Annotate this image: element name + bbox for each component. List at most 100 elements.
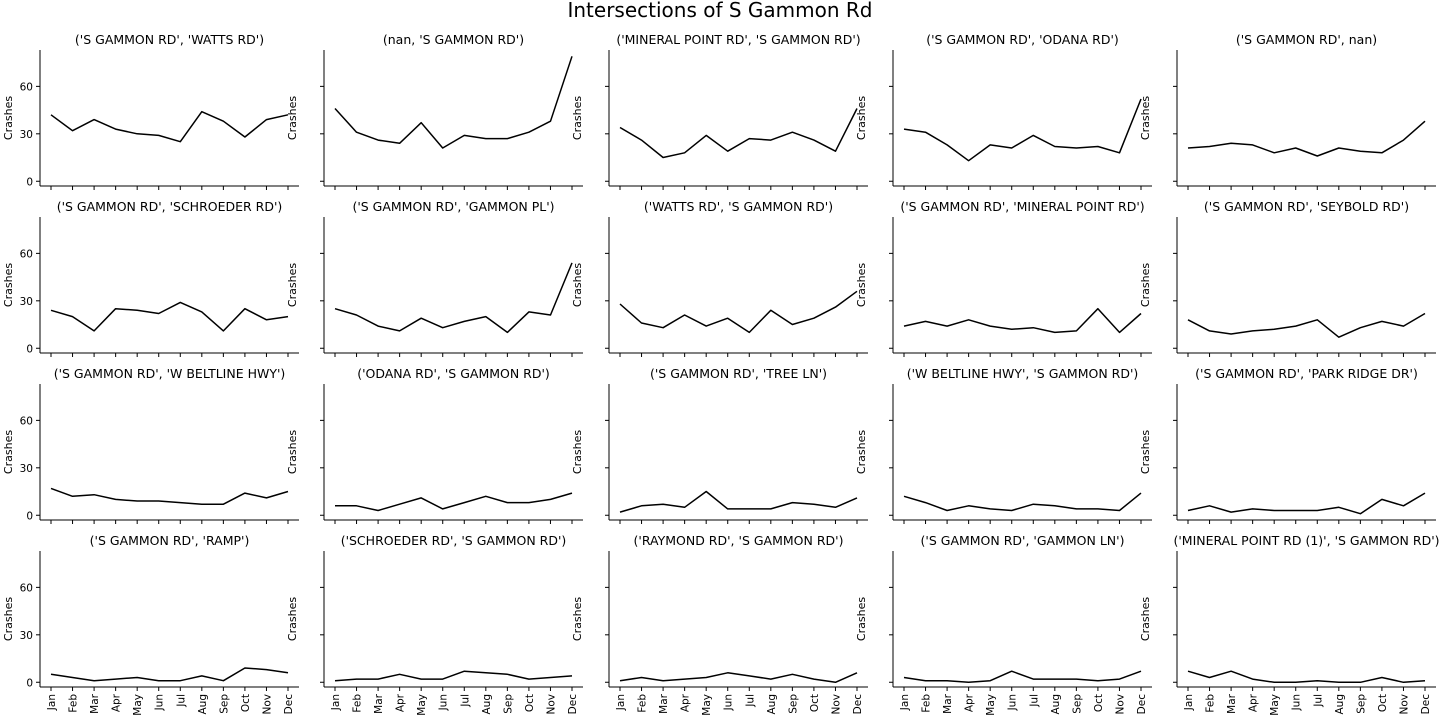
series-line bbox=[619, 672, 858, 684]
x-tick-label: Dec bbox=[852, 694, 864, 715]
series-line bbox=[1187, 492, 1426, 515]
y-axis-label: Crashes bbox=[2, 597, 15, 641]
series-line bbox=[1187, 120, 1426, 157]
panel-title: ('S GAMMON RD', 'GAMMON LN') bbox=[921, 533, 1125, 548]
y-axis-label: Crashes bbox=[1139, 597, 1152, 641]
panel-title: ('SCHROEDER RD', 'S GAMMON RD') bbox=[341, 533, 567, 548]
series-line bbox=[903, 492, 1142, 512]
series-line bbox=[334, 262, 573, 334]
x-tick-label: Mar bbox=[89, 693, 101, 713]
y-axis-label: Crashes bbox=[286, 263, 299, 307]
x-tick-label: May bbox=[985, 694, 997, 716]
y-axis-label: Crashes bbox=[1139, 430, 1152, 474]
y-tick-label: 30 bbox=[20, 129, 33, 141]
panel-title: ('WATTS RD', 'S GAMMON RD') bbox=[644, 199, 833, 214]
x-tick-label: Jun bbox=[438, 694, 450, 711]
y-tick-label: 30 bbox=[20, 296, 33, 308]
x-tick-label: Sep bbox=[502, 694, 514, 714]
x-tick-label: Dec bbox=[1420, 694, 1432, 715]
y-axis-label: Crashes bbox=[855, 597, 868, 641]
x-tick-label: Feb bbox=[921, 694, 933, 713]
series-line bbox=[50, 110, 289, 143]
panel-title: ('S GAMMON RD', 'PARK RIDGE DR') bbox=[1195, 366, 1418, 381]
panel-title: ('S GAMMON RD', 'W BELTLINE HWY') bbox=[54, 366, 286, 381]
series-line bbox=[335, 492, 573, 512]
x-tick-label: Jan bbox=[899, 694, 911, 711]
panel-title: ('S GAMMON RD', 'SEYBOLD RD') bbox=[1204, 199, 1409, 214]
series-line bbox=[50, 667, 289, 682]
x-tick-label: Aug bbox=[1334, 694, 1346, 715]
x-tick-label: Mar bbox=[942, 693, 954, 713]
x-tick-label: Mar bbox=[1226, 693, 1238, 713]
panel-title: ('S GAMMON RD', 'WATTS RD') bbox=[75, 32, 264, 47]
x-tick-label: Sep bbox=[1355, 694, 1367, 714]
series-line bbox=[334, 670, 573, 682]
series-line bbox=[619, 290, 858, 334]
x-tick-label: Dec bbox=[1136, 694, 1148, 715]
x-tick-label: Jul bbox=[744, 694, 756, 708]
x-tick-label: Nov bbox=[545, 694, 557, 715]
x-tick-label: Oct bbox=[524, 694, 536, 712]
x-tick-label: Oct bbox=[240, 694, 252, 712]
panel-title: ('W BELTLINE HWY', 'S GAMMON RD') bbox=[907, 366, 1139, 381]
x-tick-label: Sep bbox=[787, 694, 799, 714]
x-tick-label: Feb bbox=[1205, 694, 1217, 713]
x-tick-label: Oct bbox=[809, 694, 821, 712]
x-tick-label: Oct bbox=[1093, 694, 1105, 712]
y-axis-label: Crashes bbox=[286, 597, 299, 641]
x-tick-label: Apr bbox=[395, 693, 407, 712]
panel-title: ('S GAMMON RD', 'GAMMON PL') bbox=[352, 199, 554, 214]
x-tick-label: Jan bbox=[46, 694, 58, 711]
x-tick-label: Jun bbox=[154, 694, 166, 711]
x-tick-label: Aug bbox=[481, 694, 493, 715]
y-axis-label: Crashes bbox=[571, 597, 584, 641]
series-line bbox=[903, 307, 1142, 334]
panel-title: (nan, 'S GAMMON RD') bbox=[383, 32, 524, 47]
y-tick-label: 60 bbox=[20, 81, 33, 93]
x-tick-label: Nov bbox=[1114, 694, 1126, 715]
x-tick-label: Dec bbox=[567, 694, 579, 715]
x-tick-label: Jun bbox=[723, 694, 735, 711]
x-tick-label: Dec bbox=[283, 694, 295, 715]
x-tick-label: Sep bbox=[1071, 694, 1083, 714]
y-axis-label: Crashes bbox=[855, 96, 868, 140]
y-axis-label: Crashes bbox=[2, 263, 15, 307]
panel-title: ('MINERAL POINT RD', 'S GAMMON RD') bbox=[616, 32, 860, 47]
panel-title: ('S GAMMON RD', 'TREE LN') bbox=[650, 366, 827, 381]
x-tick-label: May bbox=[416, 694, 428, 716]
x-tick-label: Jan bbox=[330, 694, 342, 711]
y-axis-label: Crashes bbox=[1139, 96, 1152, 140]
y-tick-label: 0 bbox=[26, 677, 33, 689]
y-axis-label: Crashes bbox=[286, 430, 299, 474]
y-axis-label: Crashes bbox=[571, 430, 584, 474]
x-tick-label: Jun bbox=[1291, 694, 1303, 711]
x-tick-label: Oct bbox=[1377, 694, 1389, 712]
x-tick-label: May bbox=[701, 694, 713, 716]
x-tick-label: Sep bbox=[218, 694, 230, 714]
series-line bbox=[334, 56, 573, 149]
x-tick-label: Feb bbox=[637, 694, 649, 713]
y-axis-label: Crashes bbox=[855, 263, 868, 307]
panel-title: ('S GAMMON RD', 'ODANA RD') bbox=[926, 32, 1119, 47]
series-line bbox=[903, 670, 1142, 684]
panel-title: ('S GAMMON RD', 'SCHROEDER RD') bbox=[57, 199, 283, 214]
x-tick-label: Apr bbox=[111, 693, 123, 712]
y-tick-label: 60 bbox=[20, 248, 33, 260]
x-tick-label: Jul bbox=[175, 694, 187, 708]
y-axis-label: Crashes bbox=[571, 96, 584, 140]
x-tick-label: Aug bbox=[197, 694, 209, 715]
series-line bbox=[903, 98, 1142, 162]
x-tick-label: Feb bbox=[68, 694, 80, 713]
figure-title: Intersections of S Gammon Rd bbox=[567, 0, 873, 22]
x-tick-label: Nov bbox=[1398, 694, 1410, 715]
x-tick-label: Jun bbox=[1007, 694, 1019, 711]
panel-title: ('S GAMMON RD', 'RAMP') bbox=[90, 533, 250, 548]
y-axis-label: Crashes bbox=[855, 430, 868, 474]
series-line bbox=[619, 108, 858, 159]
x-tick-label: May bbox=[132, 694, 144, 716]
y-tick-label: 30 bbox=[20, 630, 33, 642]
x-tick-label: Jul bbox=[459, 694, 471, 708]
y-tick-label: 0 bbox=[26, 343, 33, 355]
panel-title: ('RAYMOND RD', 'S GAMMON RD') bbox=[634, 533, 844, 548]
x-tick-label: Mar bbox=[658, 693, 670, 713]
